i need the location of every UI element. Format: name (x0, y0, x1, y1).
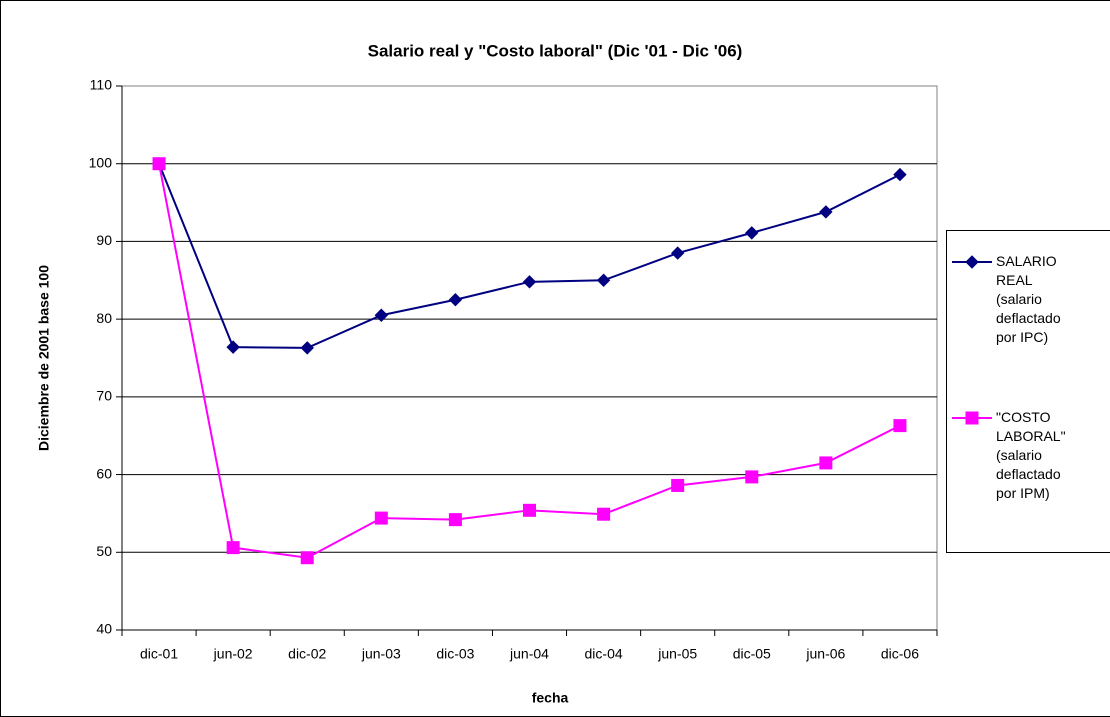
legend-marker (965, 411, 979, 425)
legend-box (946, 230, 1110, 553)
data-point (448, 293, 463, 307)
x-tick-label: jun-05 (657, 646, 697, 662)
x-tick-label: jun-02 (213, 646, 253, 662)
data-point (374, 511, 388, 525)
x-tick-label: dic-03 (436, 646, 474, 662)
x-tick-label: dic-02 (288, 646, 326, 662)
data-point (745, 470, 759, 484)
y-tick-label: 70 (96, 388, 112, 404)
data-point (523, 503, 536, 517)
data-point (448, 513, 462, 527)
y-axis-label: Diciembre de 2001 base 100 (36, 265, 52, 451)
data-point (670, 246, 685, 260)
plot-area (121, 85, 938, 631)
data-point (522, 275, 537, 289)
x-tick-label: dic-01 (140, 646, 178, 662)
data-point (226, 340, 240, 354)
x-tick-label: dic-04 (585, 646, 623, 662)
x-tick-label: dic-06 (881, 646, 919, 662)
data-point (893, 167, 907, 182)
x-axis-label: fecha (532, 690, 569, 706)
data-point (300, 341, 314, 355)
legend-marker (965, 255, 979, 269)
data-point (745, 226, 759, 240)
data-point (819, 205, 833, 219)
y-tick-label: 90 (96, 232, 112, 248)
x-tick-label: jun-04 (509, 646, 549, 662)
data-point (671, 478, 685, 492)
x-tick-label: jun-03 (361, 646, 401, 662)
data-point (300, 551, 314, 565)
data-point (596, 273, 611, 287)
legend-label: SALARIO REAL (salario deflactado por IPC… (996, 253, 1061, 345)
data-point (226, 541, 240, 555)
data-point (152, 157, 166, 171)
chart-title: Salario real y "Costo laboral" (Dic '01 … (368, 41, 743, 60)
legend-label: "COSTO LABORAL" (salario deflactado por … (996, 409, 1066, 501)
y-tick-label: 100 (89, 154, 113, 170)
data-point (819, 456, 833, 470)
y-tick-label: 110 (90, 77, 113, 93)
data-point (374, 308, 389, 322)
y-tick-label: 60 (96, 465, 112, 481)
y-tick-label: 40 (96, 621, 112, 637)
x-tick-label: dic-05 (733, 646, 771, 662)
data-point (893, 419, 907, 433)
y-tick-label: 50 (96, 543, 112, 559)
data-point (597, 507, 611, 521)
x-tick-label: jun-06 (805, 646, 845, 662)
y-tick-label: 80 (96, 310, 112, 326)
